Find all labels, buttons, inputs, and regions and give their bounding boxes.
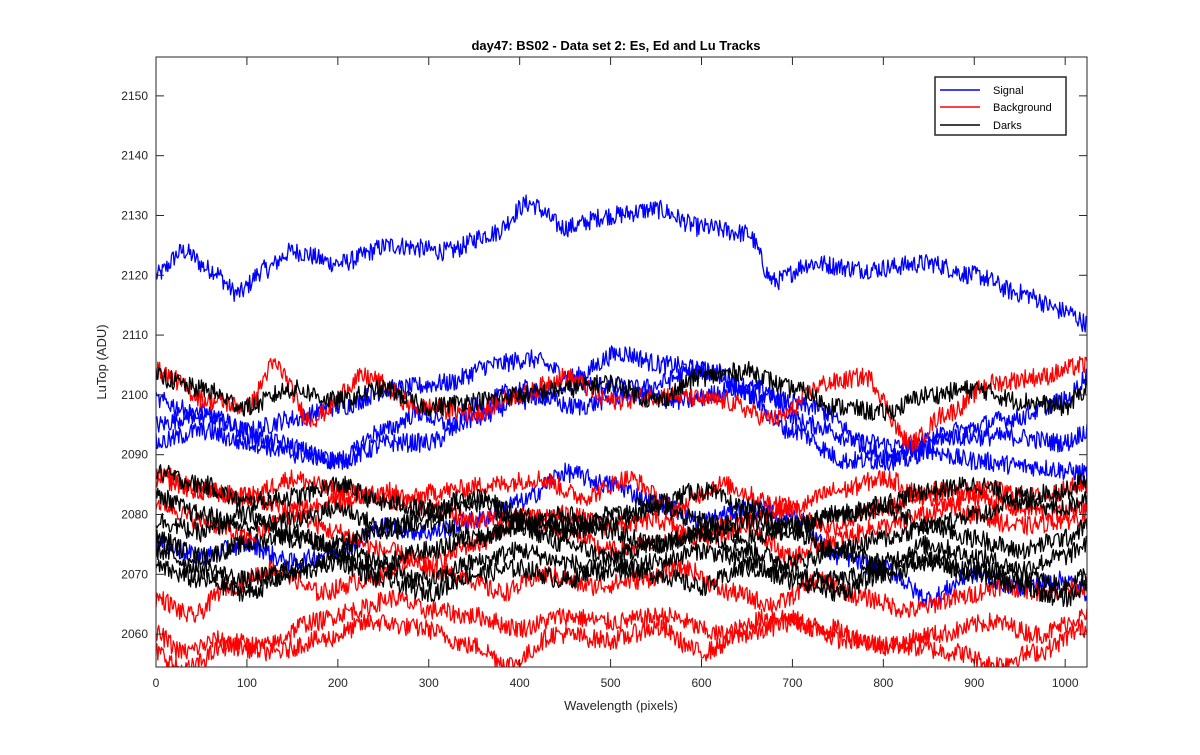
series-line-background-10 (156, 613, 1087, 667)
series-line-darks-18 (156, 552, 1087, 608)
y-tick-label: 2060 (121, 627, 148, 641)
y-tick-label: 2100 (121, 388, 148, 402)
y-tick-label: 2130 (121, 208, 148, 222)
series-line-darks-13 (156, 464, 1087, 536)
legend-box (934, 76, 1067, 136)
x-tick-label: 800 (873, 676, 893, 690)
y-tick-label: 2090 (121, 448, 148, 462)
legend-label-signal: Signal (993, 85, 1024, 97)
series-line-darks-12 (156, 360, 1087, 422)
legend-label-background: Background (993, 102, 1052, 114)
series-line-background-9 (156, 589, 1087, 660)
x-tick-label: 100 (237, 676, 257, 690)
x-tick-label: 900 (964, 676, 984, 690)
x-tick-label: 1000 (1052, 676, 1079, 690)
y-tick-label: 2110 (122, 328, 148, 342)
y-tick-label: 2120 (121, 268, 148, 282)
series-line-signal-0 (156, 194, 1087, 333)
y-tick-label: 2080 (121, 508, 148, 522)
x-tick-label: 0 (153, 676, 160, 690)
x-tick-label: 300 (419, 676, 439, 690)
x-tick-label: 200 (328, 676, 348, 690)
x-tick-label: 700 (782, 676, 802, 690)
y-axis-label: LuTop (ADU) (94, 324, 109, 399)
x-tick-label: 400 (510, 676, 530, 690)
legend-label-darks: Darks (993, 120, 1022, 132)
y-tick-label: 2150 (121, 89, 148, 103)
plot-frame (155, 56, 1088, 668)
x-tick-label: 500 (601, 676, 621, 690)
y-tick-label: 2070 (121, 567, 148, 581)
series-line-background-5 (156, 356, 1087, 453)
x-tick-label: 600 (691, 676, 711, 690)
series-line-background-8 (156, 554, 1087, 623)
series-layer (156, 194, 1087, 667)
series-line-background-6 (156, 468, 1087, 536)
legend: Signal Background Darks (934, 76, 1067, 136)
y-tick-label: 2140 (121, 149, 148, 163)
ticks-layer: 0 100 200 300 400 500 600 700 800 900 1000 2060 2070… (121, 57, 1087, 690)
x-axis-label: Wavelength (pixels) (564, 698, 678, 713)
chart-title: day47: BS02 - Data set 2: Es, Ed and Lu … (471, 38, 760, 53)
